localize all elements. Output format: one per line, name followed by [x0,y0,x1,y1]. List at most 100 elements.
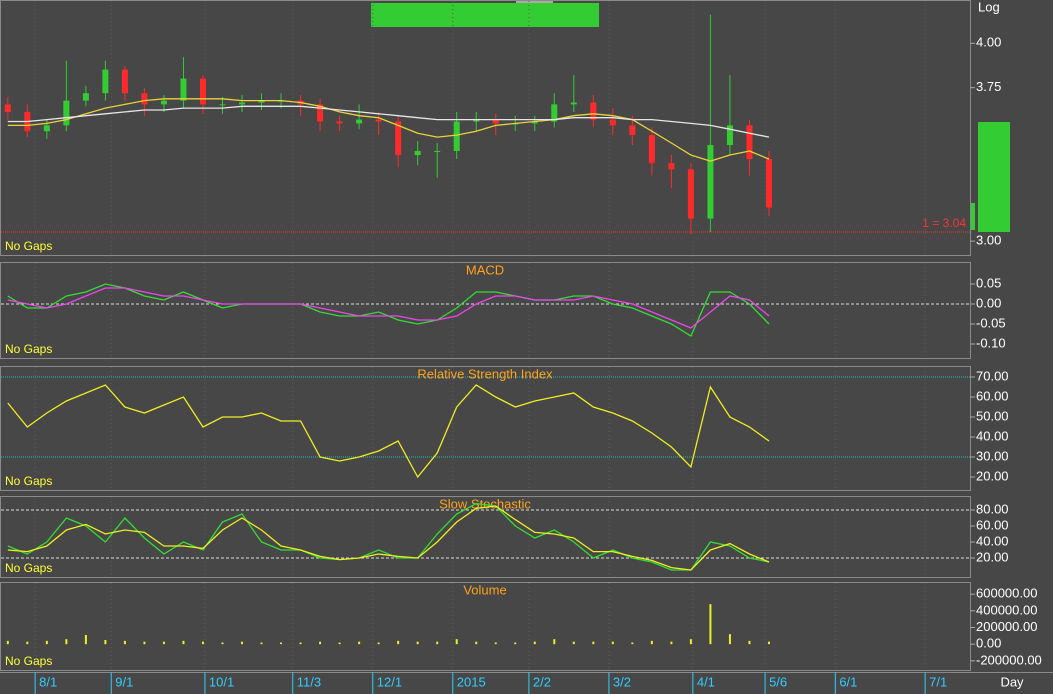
y-tick-label: 80.00 [976,501,1009,516]
y-tick-label: 0.00 [976,636,1001,651]
candle-body [414,151,421,156]
volume-bar [592,641,595,645]
x-tick-label: 10/1 [209,674,234,689]
series-line [7,384,770,479]
panel [0,582,971,671]
y-tick-label: 0.00 [976,295,1001,310]
volume-bar [533,641,536,645]
y-tick-label: 0.05 [976,275,1001,290]
y-tick-label: 4.00 [976,35,1001,50]
volume-bar [494,642,497,645]
panel [0,496,971,578]
price-range-bar [978,122,1010,232]
y-tick-label: 40.00 [976,533,1009,548]
series-line [7,502,770,571]
candle-body [648,135,655,164]
volume-bar [455,639,458,645]
candle-body [453,121,460,152]
volume-bar [514,642,517,645]
volume-bar [709,604,712,645]
volume-bar [358,641,361,645]
candle-body [4,104,11,112]
candle-body [43,125,50,132]
candle-body [434,151,441,153]
candle-body [726,125,733,146]
x-tick-label: 3/2 [613,674,631,689]
volume-bar [670,641,673,645]
volume-bar [553,639,556,645]
volume-bar [397,640,400,645]
x-tick-label: 5/6 [769,674,787,689]
y-tick-label: 20.00 [976,468,1009,483]
series-line [7,105,770,138]
series-line [7,98,770,162]
candle-body [707,145,714,219]
x-tick-label: 6/1 [839,674,857,689]
candle-body [102,69,109,94]
panel [0,0,971,256]
candle-body [317,104,324,122]
candle-body [141,93,148,105]
y-tick-label: 50.00 [976,408,1009,423]
volume-bar [689,639,692,645]
volume-bar [436,641,439,645]
volume-bar [104,640,107,645]
volume-bar [241,641,244,645]
panel-note: No Gaps [5,474,52,488]
panel [0,262,971,359]
y-tick-label: 3.00 [976,233,1001,248]
scroll-thumb[interactable] [371,3,599,27]
candle-body [551,104,558,122]
volume-bar [182,640,185,645]
x-tick-label: 12/1 [377,674,402,689]
y-tick-label: -0.10 [976,335,1006,350]
volume-bar [26,641,29,645]
volume-bar [338,642,341,645]
y-tick-label: 30.00 [976,448,1009,463]
candle-body [395,121,402,156]
x-axis-label: Day [1000,674,1024,689]
x-tick-label: 7/1 [929,674,947,689]
volume-bar [475,641,478,645]
candle-body [63,100,70,126]
x-tick-label: 4/1 [697,674,715,689]
candle-body [473,119,480,122]
y-tick-label: 60.00 [976,517,1009,532]
candle-body [219,104,226,106]
panel-title: Relative Strength Index [417,366,553,381]
x-tick-label: 11/3 [297,674,321,689]
volume-bar [728,634,731,645]
volume-bar [631,642,634,645]
scale-label: Log [978,0,1000,14]
candle-body [180,78,187,101]
candle-body [121,69,128,94]
candle-body [375,119,382,122]
candle-body [160,100,167,105]
scroll-handle[interactable] [516,0,553,3]
panel-note: No Gaps [5,561,52,575]
volume-bar [6,640,9,645]
panel-title: MACD [466,262,504,277]
panel-note: No Gaps [5,654,52,668]
candle-body [258,100,265,103]
panel-note: No Gaps [5,342,52,356]
candle-body [356,119,363,124]
panel-note: No Gaps [5,239,52,253]
volume-bar [221,642,224,645]
y-tick-label: 70.00 [976,368,1009,383]
volume-bar [280,642,283,645]
volume-bar [748,640,751,645]
y-tick-label: 60.00 [976,388,1009,403]
candle-body [239,102,246,105]
volume-bar [143,641,146,645]
candle-body [492,119,499,124]
x-tick-label: 2015 [457,674,486,689]
y-tick-label: 20.00 [976,549,1009,564]
series-line [7,287,770,329]
y-tick-label: 40.00 [976,428,1009,443]
candle-body [82,93,89,101]
panel-title: Volume [463,582,506,597]
volume-bar [45,640,48,645]
